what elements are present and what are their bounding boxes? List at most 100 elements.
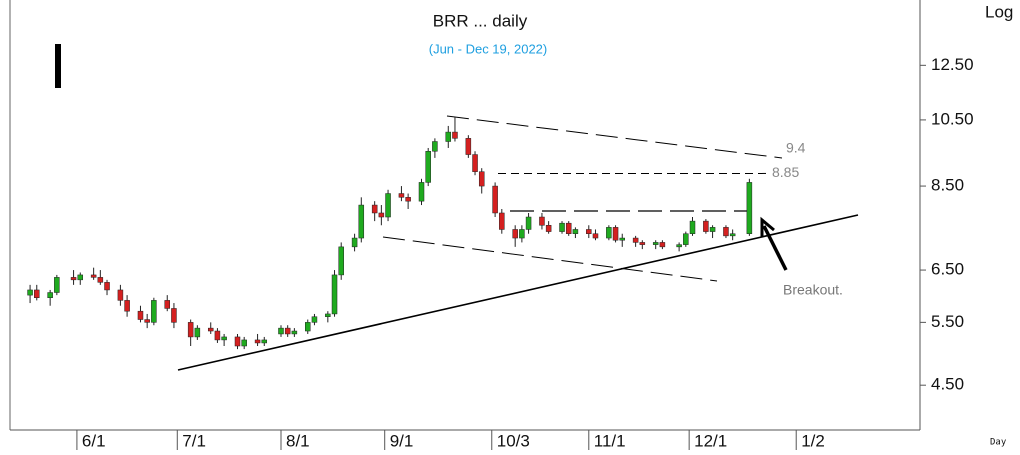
- candle-body: [54, 277, 60, 293]
- candle-body: [144, 319, 150, 323]
- arrow-head: [760, 216, 775, 237]
- candle-body: [338, 246, 344, 276]
- candle-body: [90, 274, 97, 278]
- candle-body: [559, 222, 565, 232]
- candle-body: [639, 242, 646, 245]
- candle-body: [492, 185, 498, 214]
- scale-label: Log: [985, 2, 1013, 21]
- candle-body: [689, 220, 696, 234]
- y-tick-label: 10.50: [931, 109, 974, 128]
- candle-body: [305, 322, 311, 332]
- annotation: Breakout.: [783, 282, 843, 298]
- candle-body: [652, 242, 659, 245]
- breakout-arrow: [762, 225, 788, 271]
- candle-body: [746, 182, 753, 234]
- candle-body: [612, 227, 619, 241]
- candle-body: [465, 138, 472, 155]
- y-tick-label: 12.50: [931, 55, 974, 74]
- candle-body: [606, 227, 612, 239]
- candle-body: [371, 204, 378, 214]
- candle-body: [34, 289, 40, 298]
- candle-body: [358, 204, 365, 239]
- x-tick-label: 12/1: [694, 431, 727, 450]
- channel-top: [446, 115, 783, 159]
- candle-body: [207, 327, 214, 332]
- candle-body: [187, 322, 194, 338]
- candle-body: [214, 330, 221, 341]
- x-tick-label: 8/1: [286, 431, 310, 450]
- candle-body: [676, 244, 682, 248]
- candle-body: [425, 150, 431, 183]
- candle-body: [385, 193, 391, 218]
- candle-body: [592, 233, 599, 239]
- y-tick-label: 6.50: [931, 260, 964, 279]
- candle-body: [378, 212, 385, 218]
- candle-body: [703, 220, 709, 232]
- candle-body: [432, 141, 438, 152]
- candle-body: [97, 277, 104, 283]
- trendlines: [177, 115, 859, 371]
- candle-body: [729, 233, 736, 237]
- candle-body: [151, 300, 157, 323]
- candle-body: [472, 154, 478, 172]
- x-tick-label: 1/2: [801, 431, 825, 450]
- candle-body: [398, 193, 405, 198]
- candle-body: [632, 237, 639, 243]
- candle-body: [565, 222, 572, 234]
- candle-body: [331, 274, 338, 315]
- candle-body: [284, 327, 291, 335]
- candle-body: [104, 282, 110, 291]
- candle-body: [221, 336, 227, 341]
- candle-body: [351, 237, 358, 248]
- x-axis-label: Day: [990, 438, 1007, 448]
- candle-body: [291, 330, 298, 335]
- candle-body: [545, 225, 552, 232]
- y-tick-label: 8.50: [931, 176, 964, 195]
- y-tick-label: 4.50: [931, 375, 964, 394]
- x-tick-label: 7/1: [182, 431, 206, 450]
- candle-body: [619, 237, 625, 241]
- candle-body: [311, 316, 318, 323]
- candle-body: [572, 229, 579, 234]
- candle-body: [261, 339, 268, 344]
- candle-body: [137, 310, 144, 320]
- candle-body: [519, 229, 525, 239]
- y-tick-label: 5.50: [931, 312, 964, 331]
- candle-body: [525, 216, 532, 230]
- candle-body: [512, 229, 518, 239]
- candle-body: [164, 300, 170, 309]
- candle-body: [683, 233, 689, 245]
- x-tick-label: 6/1: [82, 431, 106, 450]
- channel-bottom: [382, 236, 718, 282]
- x-tick-label: 10/3: [497, 431, 530, 450]
- candle-body: [478, 171, 485, 187]
- candle-body: [124, 300, 130, 312]
- candle-body: [194, 327, 201, 338]
- candle-body: [405, 197, 411, 202]
- level-label: 9.4: [786, 139, 806, 155]
- candle-body: [254, 339, 261, 344]
- support-line: [177, 214, 859, 371]
- candle-body: [452, 131, 458, 139]
- candle-body: [709, 227, 716, 232]
- level-label: 8.85: [772, 164, 799, 180]
- candle-body: [241, 339, 247, 347]
- candle-body: [325, 313, 331, 317]
- logo-bar: [55, 44, 61, 88]
- candle-body: [659, 242, 666, 248]
- candle-body: [445, 131, 452, 142]
- candle-body: [47, 292, 53, 298]
- candle-body: [70, 277, 77, 281]
- candle-body: [27, 289, 33, 296]
- candle-body: [539, 216, 545, 226]
- candle-body: [586, 229, 592, 234]
- candle-body: [278, 327, 284, 335]
- candle-body: [499, 212, 505, 230]
- chart-subtitle: (Jun - Dec 19, 2022): [429, 41, 548, 56]
- candle-body: [77, 274, 84, 281]
- candle-body: [234, 336, 241, 347]
- chart-title: BRR ... daily: [433, 11, 528, 30]
- candle-body: [418, 182, 425, 202]
- candle-body: [117, 289, 124, 301]
